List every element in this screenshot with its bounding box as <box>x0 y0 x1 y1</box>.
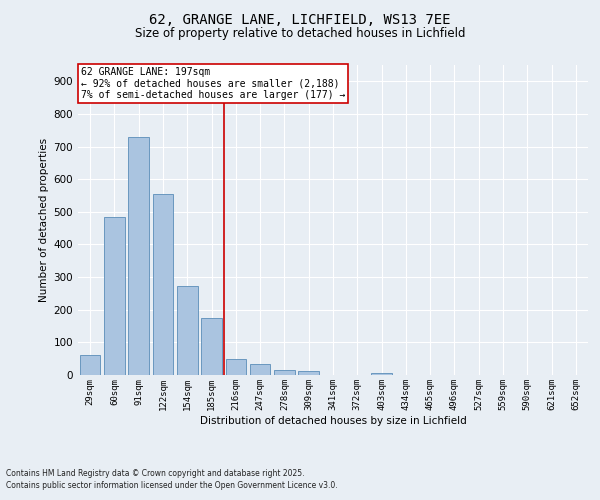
Bar <box>104 216 125 375</box>
Text: 62, GRANGE LANE, LICHFIELD, WS13 7EE: 62, GRANGE LANE, LICHFIELD, WS13 7EE <box>149 12 451 26</box>
X-axis label: Distribution of detached houses by size in Lichfield: Distribution of detached houses by size … <box>200 416 466 426</box>
Y-axis label: Number of detached properties: Number of detached properties <box>40 138 49 302</box>
Text: Size of property relative to detached houses in Lichfield: Size of property relative to detached ho… <box>135 28 465 40</box>
Bar <box>371 373 392 375</box>
Bar <box>250 364 271 375</box>
Bar <box>128 137 149 375</box>
Bar <box>274 370 295 375</box>
Text: Contains public sector information licensed under the Open Government Licence v3: Contains public sector information licen… <box>6 481 338 490</box>
Bar <box>177 286 197 375</box>
Bar <box>80 355 100 375</box>
Text: Contains HM Land Registry data © Crown copyright and database right 2025.: Contains HM Land Registry data © Crown c… <box>6 468 305 477</box>
Bar <box>226 360 246 375</box>
Bar <box>152 194 173 375</box>
Bar <box>201 318 222 375</box>
Text: 62 GRANGE LANE: 197sqm
← 92% of detached houses are smaller (2,188)
7% of semi-d: 62 GRANGE LANE: 197sqm ← 92% of detached… <box>80 66 345 100</box>
Bar <box>298 371 319 375</box>
